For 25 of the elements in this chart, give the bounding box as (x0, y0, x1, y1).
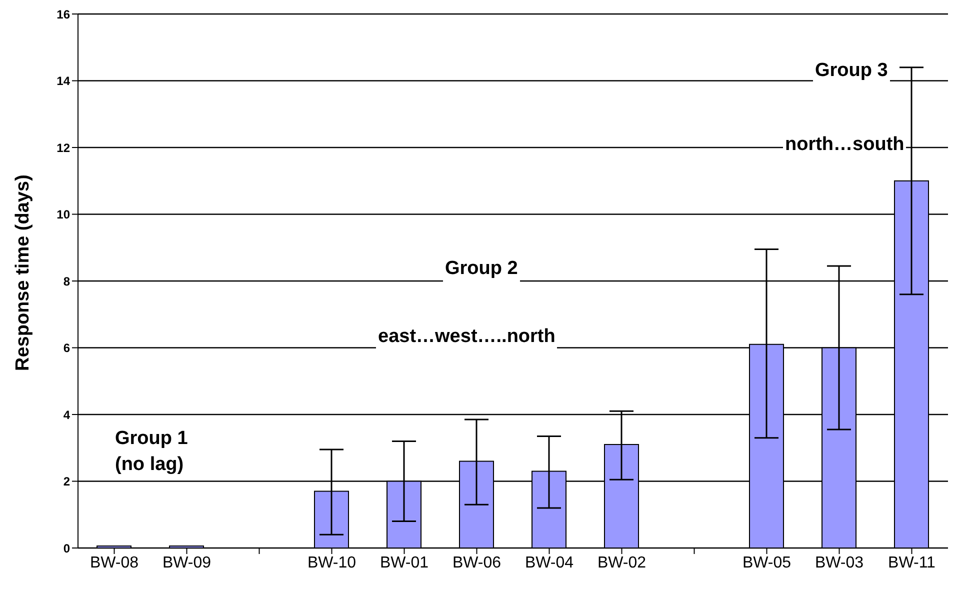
y-tick-label: 16 (56, 7, 70, 22)
x-tick-label: BW-05 (742, 554, 792, 572)
x-tick-label: BW-04 (524, 554, 574, 572)
y-tick-label: 12 (56, 140, 70, 155)
y-tick-label: 4 (63, 408, 70, 422)
y-tick-label: 8 (63, 274, 70, 288)
y-tick-label: 14 (56, 74, 70, 88)
x-tick-label: BW-10 (307, 554, 356, 572)
y-axis-title: Response time (days) (12, 174, 34, 371)
annotation: Group 1 (no lag) (113, 426, 190, 478)
annotation: Group 2 (443, 256, 520, 282)
x-tick-label: BW-11 (888, 554, 936, 572)
x-tick-label: BW-09 (162, 554, 212, 572)
x-tick-label: BW-08 (90, 554, 139, 572)
x-tick-label: BW-03 (814, 554, 864, 572)
x-tick-label: BW-02 (597, 554, 646, 572)
y-tick-label: 6 (63, 341, 70, 356)
x-tick-label: BW-01 (380, 554, 429, 572)
y-tick-label: 0 (63, 541, 70, 556)
annotation: east…west…..north (376, 324, 558, 350)
y-tick-label: 2 (63, 474, 70, 489)
y-tick-label: 10 (56, 208, 70, 222)
annotation: north…south (783, 132, 906, 158)
x-tick-label: BW-06 (452, 554, 502, 572)
annotation: Group 3 (813, 58, 890, 84)
